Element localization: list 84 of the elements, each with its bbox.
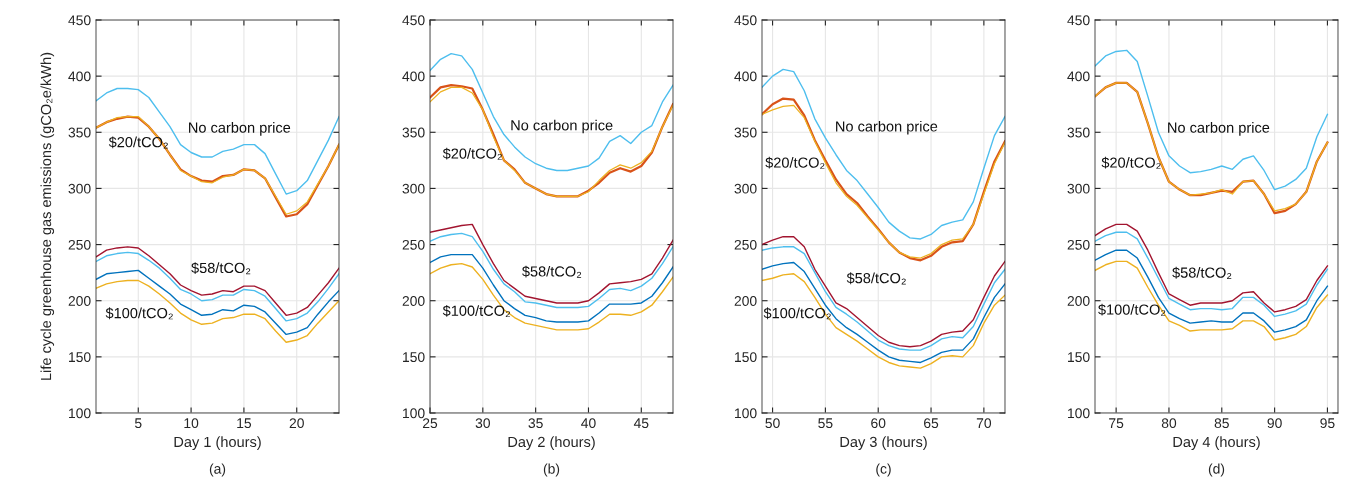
y-tick-label: 400: [734, 71, 757, 82]
y-tick-label: 450: [734, 15, 757, 26]
y-tick-label: 450: [68, 15, 91, 26]
annotation: $58/tCO₂: [522, 265, 582, 278]
y-tick-label: 200: [402, 296, 425, 306]
text: (a): [209, 463, 226, 477]
text: (b): [543, 463, 560, 477]
y-tick-label: 450: [1067, 15, 1090, 26]
x-tick-label: 90: [1267, 418, 1282, 429]
x-tick-label: 65: [924, 418, 939, 429]
y-tick-label: 350: [402, 127, 425, 138]
y-tick-label: 300: [68, 183, 91, 194]
x-tick-label: 60: [871, 418, 886, 429]
annotation: No carbon price: [511, 119, 613, 134]
line-series: [762, 261, 1005, 364]
line-series: [430, 52, 673, 172]
text: (c): [876, 463, 891, 477]
x-tick-label: 95: [1320, 418, 1335, 429]
y-tick-label: 100: [69, 408, 91, 419]
y-tick-label: 200: [734, 296, 757, 306]
y-tick-label: 200: [1067, 296, 1090, 306]
line-series: [762, 68, 1005, 240]
y-tick-label: 100: [735, 408, 757, 419]
annotation: $58/tCO₂: [1172, 266, 1232, 279]
line-series: [430, 262, 673, 331]
y-tick-label: 250: [1067, 239, 1090, 250]
y-tick-label: 450: [402, 15, 425, 26]
line-series: [1095, 249, 1329, 333]
line-series: [96, 87, 339, 195]
y-tick-label: 100: [1068, 408, 1090, 419]
line-series: [430, 253, 673, 323]
annotation: No carbon price: [836, 120, 938, 135]
x-tick-label: 85: [1214, 418, 1229, 429]
y-tick-label: 150: [735, 352, 757, 363]
y-tick-label: 400: [1067, 71, 1090, 82]
y-tick-label: 150: [1068, 352, 1090, 363]
x-axis-title: Day 2 (hours): [508, 436, 595, 450]
y-tick-label: 400: [402, 71, 425, 82]
annotation: $58/tCO₂: [191, 262, 251, 275]
y-tick-label: 100: [403, 408, 425, 419]
y-tick-label: 350: [68, 127, 91, 138]
y-tick-label: 250: [402, 239, 425, 250]
line-series: [430, 223, 673, 304]
y-tick-label: 250: [68, 239, 91, 250]
annotation: $100/tCO₂: [105, 307, 173, 320]
annotation: $20/tCO₂: [765, 156, 825, 169]
x-axis-title: Day 1 (hours): [174, 436, 261, 450]
x-tick-label: 10: [184, 418, 199, 429]
x-tick-label: 70: [976, 418, 992, 429]
annotation: $20/tCO₂: [442, 147, 502, 160]
x-tick-label: 35: [528, 418, 543, 429]
line-series: [96, 279, 339, 343]
y-axis-title: Life cycle greenhouse gas emissions (gCO₂e/kWh): [40, 52, 55, 380]
y-tick-label: 150: [403, 352, 425, 363]
y-tick-label: 250: [734, 239, 757, 250]
x-tick-label: 55: [818, 418, 833, 429]
x-axis-title: Day 4 (hours): [1173, 436, 1260, 450]
x-axis-title: Day 3 (hours): [840, 436, 927, 450]
x-tick-label: 80: [1161, 418, 1177, 429]
text: (d): [1208, 463, 1225, 477]
y-tick-label: 350: [1067, 127, 1090, 138]
y-tick-label: 350: [734, 127, 757, 138]
x-tick-label: 40: [581, 418, 596, 429]
x-tick-label: 20: [289, 418, 304, 429]
line-series: [1095, 260, 1329, 341]
y-tick-label: 300: [1067, 183, 1090, 194]
line-series: [1095, 49, 1329, 191]
x-tick-label: 75: [1109, 418, 1124, 429]
y-tick-label: 200: [68, 296, 91, 306]
y-tick-label: 300: [402, 183, 425, 194]
annotation: No carbon price: [189, 122, 291, 136]
annotation: No carbon price: [1168, 122, 1270, 136]
y-tick-label: 150: [69, 352, 91, 363]
x-tick-label: 5: [134, 418, 142, 429]
x-tick-label: 25: [422, 418, 438, 429]
x-tick-label: 45: [633, 418, 649, 429]
y-tick-label: 300: [734, 183, 757, 194]
annotation: $58/tCO₂: [846, 272, 906, 285]
x-tick-label: 15: [237, 418, 252, 429]
y-tick-label: 400: [68, 71, 91, 82]
x-tick-label: 30: [475, 418, 491, 429]
annotation: $20/tCO₂: [1101, 156, 1161, 169]
x-tick-label: 50: [765, 418, 780, 429]
line-series: [762, 273, 1005, 369]
